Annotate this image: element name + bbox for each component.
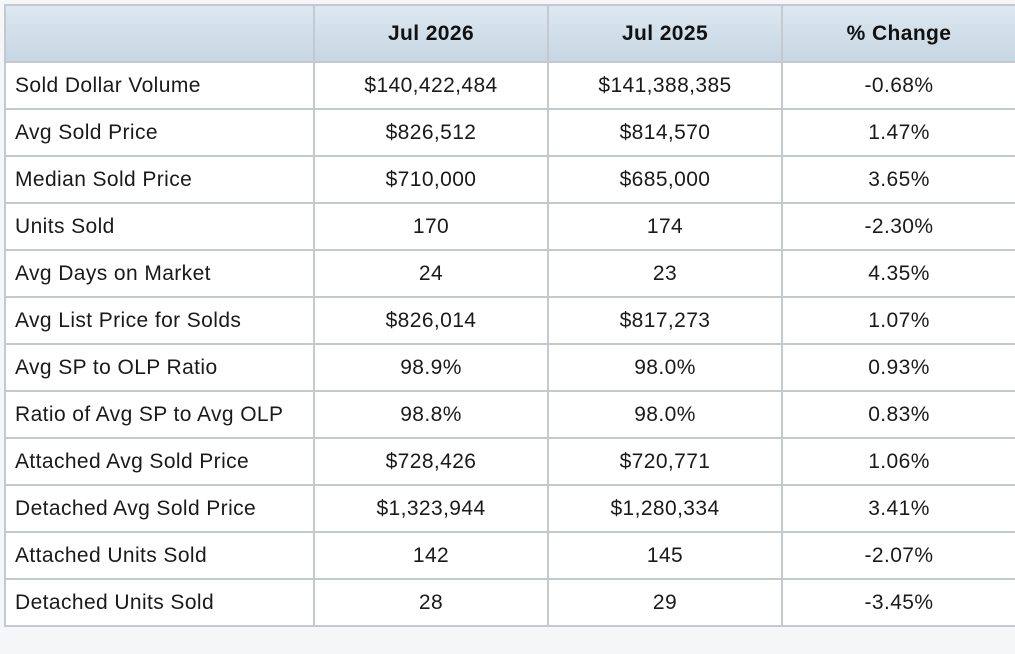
header-cell-current-period: Jul 2026 xyxy=(313,4,549,63)
table-row: Median Sold Price $710,000 $685,000 3.65% xyxy=(4,155,1015,204)
market-stats-table: Jul 2026 Jul 2025 % Change Sold Dollar V… xyxy=(4,4,1015,627)
row-label-cell: Attached Avg Sold Price xyxy=(4,437,315,486)
header-row: Jul 2026 Jul 2025 % Change xyxy=(4,4,1015,63)
percent-change-cell: -2.07% xyxy=(781,531,1015,580)
previous-value-cell: $814,570 xyxy=(547,108,783,157)
row-label-cell: Detached Units Sold xyxy=(4,578,315,627)
row-label-cell: Avg Sold Price xyxy=(4,108,315,157)
header-cell-previous-period: Jul 2025 xyxy=(547,4,783,63)
current-value-cell: $140,422,484 xyxy=(313,61,549,110)
table-row: Attached Avg Sold Price $728,426 $720,771 1… xyxy=(4,437,1015,486)
current-value-cell: 170 xyxy=(313,202,549,251)
previous-value-cell: $720,771 xyxy=(547,437,783,486)
current-value-cell: $728,426 xyxy=(313,437,549,486)
previous-value-cell: $1,280,334 xyxy=(547,484,783,533)
previous-value-cell: 98.0% xyxy=(547,343,783,392)
percent-change-cell: 0.83% xyxy=(781,390,1015,439)
table-row: Ratio of Avg SP to Avg OLP 98.8% 98.0% 0.83… xyxy=(4,390,1015,439)
percent-change-cell: -0.68% xyxy=(781,61,1015,110)
row-label-cell: Avg SP to OLP Ratio xyxy=(4,343,315,392)
row-label-cell: Attached Units Sold xyxy=(4,531,315,580)
percent-change-cell: 3.65% xyxy=(781,155,1015,204)
table-row: Avg List Price for Solds $826,014 $817,273… xyxy=(4,296,1015,345)
row-label-cell: Detached Avg Sold Price xyxy=(4,484,315,533)
current-value-cell: 142 xyxy=(313,531,549,580)
current-value-cell: $826,014 xyxy=(313,296,549,345)
percent-change-cell: 1.47% xyxy=(781,108,1015,157)
table-row: Avg Days on Market 24 23 4.35% xyxy=(4,249,1015,298)
table-row: Detached Avg Sold Price $1,323,944 $1,280,… xyxy=(4,484,1015,533)
table-row: Attached Units Sold 142 145 -2.07% xyxy=(4,531,1015,580)
previous-value-cell: $817,273 xyxy=(547,296,783,345)
current-value-cell: 98.9% xyxy=(313,343,549,392)
percent-change-cell: 3.41% xyxy=(781,484,1015,533)
row-label-cell: Avg Days on Market xyxy=(4,249,315,298)
percent-change-cell: -2.30% xyxy=(781,202,1015,251)
previous-value-cell: 23 xyxy=(547,249,783,298)
percent-change-cell: -3.45% xyxy=(781,578,1015,627)
row-label-cell: Ratio of Avg SP to Avg OLP xyxy=(4,390,315,439)
previous-value-cell: 29 xyxy=(547,578,783,627)
percent-change-cell: 1.07% xyxy=(781,296,1015,345)
current-value-cell: 98.8% xyxy=(313,390,549,439)
row-label-cell: Units Sold xyxy=(4,202,315,251)
previous-value-cell: 174 xyxy=(547,202,783,251)
current-value-cell: 24 xyxy=(313,249,549,298)
current-value-cell: $826,512 xyxy=(313,108,549,157)
row-label-cell: Sold Dollar Volume xyxy=(4,61,315,110)
current-value-cell: $1,323,944 xyxy=(313,484,549,533)
previous-value-cell: $685,000 xyxy=(547,155,783,204)
current-value-cell: 28 xyxy=(313,578,549,627)
table-row: Avg SP to OLP Ratio 98.9% 98.0% 0.93% xyxy=(4,343,1015,392)
table-row: Units Sold 170 174 -2.30% xyxy=(4,202,1015,251)
table-row: Sold Dollar Volume $140,422,484 $141,388,3… xyxy=(4,61,1015,110)
row-label-cell: Median Sold Price xyxy=(4,155,315,204)
row-label-cell: Avg List Price for Solds xyxy=(4,296,315,345)
previous-value-cell: 98.0% xyxy=(547,390,783,439)
header-cell-empty xyxy=(4,4,315,63)
current-value-cell: $710,000 xyxy=(313,155,549,204)
previous-value-cell: $141,388,385 xyxy=(547,61,783,110)
table-row: Avg Sold Price $826,512 $814,570 1.47% xyxy=(4,108,1015,157)
percent-change-cell: 0.93% xyxy=(781,343,1015,392)
header-cell-percent-change: % Change xyxy=(781,4,1015,63)
table-row: Detached Units Sold 28 29 -3.45% xyxy=(4,578,1015,627)
percent-change-cell: 4.35% xyxy=(781,249,1015,298)
previous-value-cell: 145 xyxy=(547,531,783,580)
percent-change-cell: 1.06% xyxy=(781,437,1015,486)
